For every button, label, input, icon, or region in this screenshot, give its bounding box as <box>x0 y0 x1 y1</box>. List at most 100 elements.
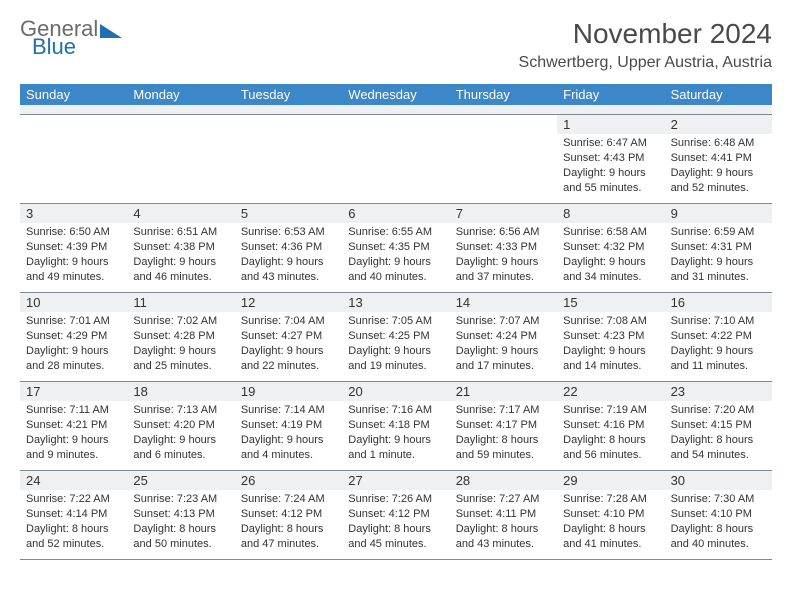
calendar: Sunday Monday Tuesday Wednesday Thursday… <box>20 84 772 560</box>
day-header-row: Sunday Monday Tuesday Wednesday Thursday… <box>20 84 772 105</box>
day-cell: 29Sunrise: 7:28 AMSunset: 4:10 PMDayligh… <box>557 471 664 559</box>
day-info: Sunrise: 7:08 AMSunset: 4:23 PMDaylight:… <box>563 314 658 373</box>
daylight-text: Daylight: 9 hours and 4 minutes. <box>241 433 336 463</box>
sunset-text: Sunset: 4:27 PM <box>241 329 336 344</box>
week-row: 10Sunrise: 7:01 AMSunset: 4:29 PMDayligh… <box>20 293 772 382</box>
sunrise-text: Sunrise: 7:05 AM <box>348 314 443 329</box>
day-info: Sunrise: 7:16 AMSunset: 4:18 PMDaylight:… <box>348 403 443 462</box>
day-number: 24 <box>20 471 127 490</box>
sunset-text: Sunset: 4:41 PM <box>671 151 766 166</box>
day-cell: 27Sunrise: 7:26 AMSunset: 4:12 PMDayligh… <box>342 471 449 559</box>
week-row: 3Sunrise: 6:50 AMSunset: 4:39 PMDaylight… <box>20 204 772 293</box>
day-cell: 5Sunrise: 6:53 AMSunset: 4:36 PMDaylight… <box>235 204 342 292</box>
daylight-text: Daylight: 8 hours and 41 minutes. <box>563 522 658 552</box>
week-row: 24 Sunrise: 7:22 AMSunset: 4:14 PMDayligh… <box>20 471 772 560</box>
sunset-text: Sunset: 4:21 PM <box>26 418 121 433</box>
sunset-text: Sunset: 4:16 PM <box>563 418 658 433</box>
sunset-text: Sunset: 4:11 PM <box>456 507 551 522</box>
day-number: 9 <box>665 204 772 223</box>
sunrise-text: Sunrise: 7:04 AM <box>241 314 336 329</box>
day-cell <box>235 115 342 203</box>
sunrise-text: Sunrise: 7:24 AM <box>241 492 336 507</box>
sunrise-text: Sunrise: 6:56 AM <box>456 225 551 240</box>
day-number: 6 <box>342 204 449 223</box>
daylight-text: Daylight: 9 hours and 9 minutes. <box>26 433 121 463</box>
sunrise-text: Sunrise: 7:28 AM <box>563 492 658 507</box>
day-info: Sunrise: 7:22 AMSunset: 4:14 PMDaylight:… <box>26 492 121 551</box>
sunrise-text: Sunrise: 7:01 AM <box>26 314 121 329</box>
day-info: Sunrise: 7:19 AMSunset: 4:16 PMDaylight:… <box>563 403 658 462</box>
day-cell <box>342 115 449 203</box>
dayhead-tuesday: Tuesday <box>235 84 342 105</box>
sunset-text: Sunset: 4:24 PM <box>456 329 551 344</box>
sunrise-text: Sunrise: 6:55 AM <box>348 225 443 240</box>
sunset-text: Sunset: 4:12 PM <box>241 507 336 522</box>
day-number: 27 <box>342 471 449 490</box>
daylight-text: Daylight: 8 hours and 52 minutes. <box>26 522 121 552</box>
day-cell: 15 Sunrise: 7:08 AMSunset: 4:23 PMDayligh… <box>557 293 664 381</box>
sunset-text: Sunset: 4:39 PM <box>26 240 121 255</box>
day-number: 15 <box>557 293 664 312</box>
day-cell: 23Sunrise: 7:20 AMSunset: 4:15 PMDayligh… <box>665 382 772 470</box>
day-number: 20 <box>342 382 449 401</box>
day-number: 28 <box>450 471 557 490</box>
daylight-text: Daylight: 8 hours and 45 minutes. <box>348 522 443 552</box>
day-number: 23 <box>665 382 772 401</box>
day-cell: 12Sunrise: 7:04 AMSunset: 4:27 PMDayligh… <box>235 293 342 381</box>
day-number: 17 <box>20 382 127 401</box>
day-info: Sunrise: 6:58 AMSunset: 4:32 PMDaylight:… <box>563 225 658 284</box>
dayhead-wednesday: Wednesday <box>342 84 449 105</box>
sunrise-text: Sunrise: 7:10 AM <box>671 314 766 329</box>
day-cell: 28Sunrise: 7:27 AMSunset: 4:11 PMDayligh… <box>450 471 557 559</box>
day-number: 30 <box>665 471 772 490</box>
sunset-text: Sunset: 4:31 PM <box>671 240 766 255</box>
sunset-text: Sunset: 4:19 PM <box>241 418 336 433</box>
logo-text-blue: Blue <box>32 36 76 58</box>
sunset-text: Sunset: 4:17 PM <box>456 418 551 433</box>
day-cell <box>450 115 557 203</box>
day-info: Sunrise: 7:14 AMSunset: 4:19 PMDaylight:… <box>241 403 336 462</box>
sunrise-text: Sunrise: 7:08 AM <box>563 314 658 329</box>
day-info: Sunrise: 6:56 AMSunset: 4:33 PMDaylight:… <box>456 225 551 284</box>
day-cell: 10Sunrise: 7:01 AMSunset: 4:29 PMDayligh… <box>20 293 127 381</box>
daylight-text: Daylight: 8 hours and 47 minutes. <box>241 522 336 552</box>
daylight-text: Daylight: 9 hours and 49 minutes. <box>26 255 121 285</box>
day-info: Sunrise: 6:51 AMSunset: 4:38 PMDaylight:… <box>133 225 228 284</box>
sunset-text: Sunset: 4:25 PM <box>348 329 443 344</box>
sunset-text: Sunset: 4:38 PM <box>133 240 228 255</box>
day-cell: 2Sunrise: 6:48 AMSunset: 4:41 PMDaylight… <box>665 115 772 203</box>
daylight-text: Daylight: 9 hours and 6 minutes. <box>133 433 228 463</box>
sunrise-text: Sunrise: 7:19 AM <box>563 403 658 418</box>
day-number: 5 <box>235 204 342 223</box>
day-cell: 21Sunrise: 7:17 AMSunset: 4:17 PMDayligh… <box>450 382 557 470</box>
day-info: Sunrise: 7:23 AMSunset: 4:13 PMDaylight:… <box>133 492 228 551</box>
sunrise-text: Sunrise: 6:51 AM <box>133 225 228 240</box>
daylight-text: Daylight: 8 hours and 59 minutes. <box>456 433 551 463</box>
daylight-text: Daylight: 9 hours and 22 minutes. <box>241 344 336 374</box>
day-cell: 18Sunrise: 7:13 AMSunset: 4:20 PMDayligh… <box>127 382 234 470</box>
day-cell: 1Sunrise: 6:47 AMSunset: 4:43 PMDaylight… <box>557 115 664 203</box>
day-number: 22 <box>557 382 664 401</box>
day-info: Sunrise: 7:13 AMSunset: 4:20 PMDaylight:… <box>133 403 228 462</box>
sunset-text: Sunset: 4:20 PM <box>133 418 228 433</box>
daylight-text: Daylight: 9 hours and 17 minutes. <box>456 344 551 374</box>
sunset-text: Sunset: 4:33 PM <box>456 240 551 255</box>
sunrise-text: Sunrise: 6:59 AM <box>671 225 766 240</box>
day-info: Sunrise: 7:28 AMSunset: 4:10 PMDaylight:… <box>563 492 658 551</box>
sunset-text: Sunset: 4:13 PM <box>133 507 228 522</box>
daylight-text: Daylight: 9 hours and 40 minutes. <box>348 255 443 285</box>
day-cell: 25Sunrise: 7:23 AMSunset: 4:13 PMDayligh… <box>127 471 234 559</box>
day-number: 4 <box>127 204 234 223</box>
sunrise-text: Sunrise: 7:17 AM <box>456 403 551 418</box>
day-info: Sunrise: 7:11 AMSunset: 4:21 PMDaylight:… <box>26 403 121 462</box>
day-info: Sunrise: 7:05 AMSunset: 4:25 PMDaylight:… <box>348 314 443 373</box>
day-info: Sunrise: 7:24 AMSunset: 4:12 PMDaylight:… <box>241 492 336 551</box>
sunrise-text: Sunrise: 6:47 AM <box>563 136 658 151</box>
daylight-text: Daylight: 9 hours and 28 minutes. <box>26 344 121 374</box>
sunrise-text: Sunrise: 6:53 AM <box>241 225 336 240</box>
sunrise-text: Sunrise: 6:58 AM <box>563 225 658 240</box>
day-info: Sunrise: 6:55 AMSunset: 4:35 PMDaylight:… <box>348 225 443 284</box>
day-number: 19 <box>235 382 342 401</box>
day-info: Sunrise: 6:59 AMSunset: 4:31 PMDaylight:… <box>671 225 766 284</box>
logo: General Blue <box>20 18 122 58</box>
